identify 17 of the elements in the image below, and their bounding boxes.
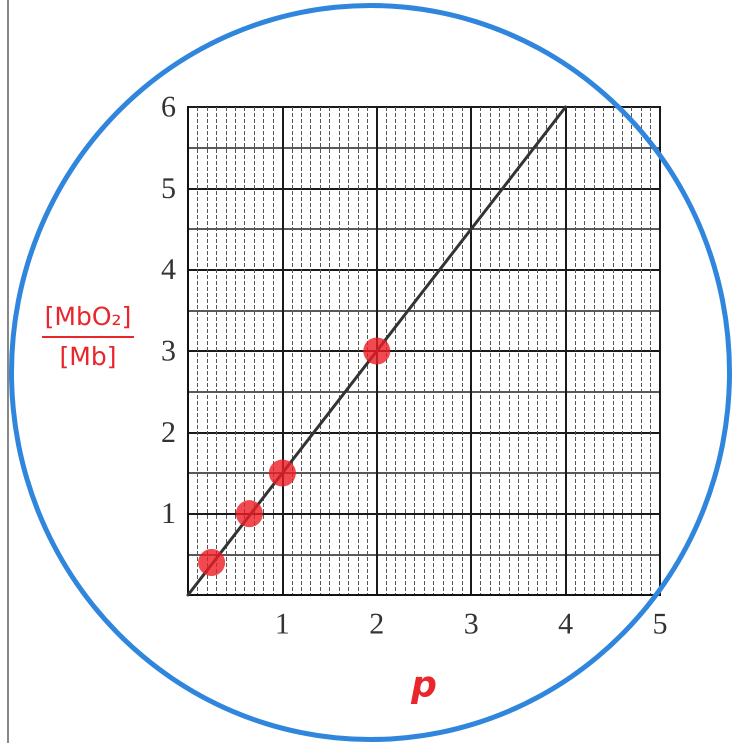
x-axis-title: p [410,664,437,706]
y-tick-label: 6 [161,90,176,124]
y-tick-label: 4 [161,253,176,286]
x-tick-label: 5 [652,608,668,640]
y-tick-label: 2 [161,416,176,449]
point [198,548,226,576]
y-tick-label: 1 [161,497,176,530]
x-tick-label: 1 [274,608,290,640]
y-tick-label: 5 [161,172,176,205]
point [236,500,263,528]
y-axis-title: [MbO₂] [Mb] [44,301,132,373]
point [268,460,296,486]
x-tick-label: 2 [369,608,384,640]
x-tick-label: 3 [464,608,479,640]
x-tick-label: 4 [558,608,574,640]
point [363,338,390,364]
y-tick-label: 3 [161,334,176,368]
